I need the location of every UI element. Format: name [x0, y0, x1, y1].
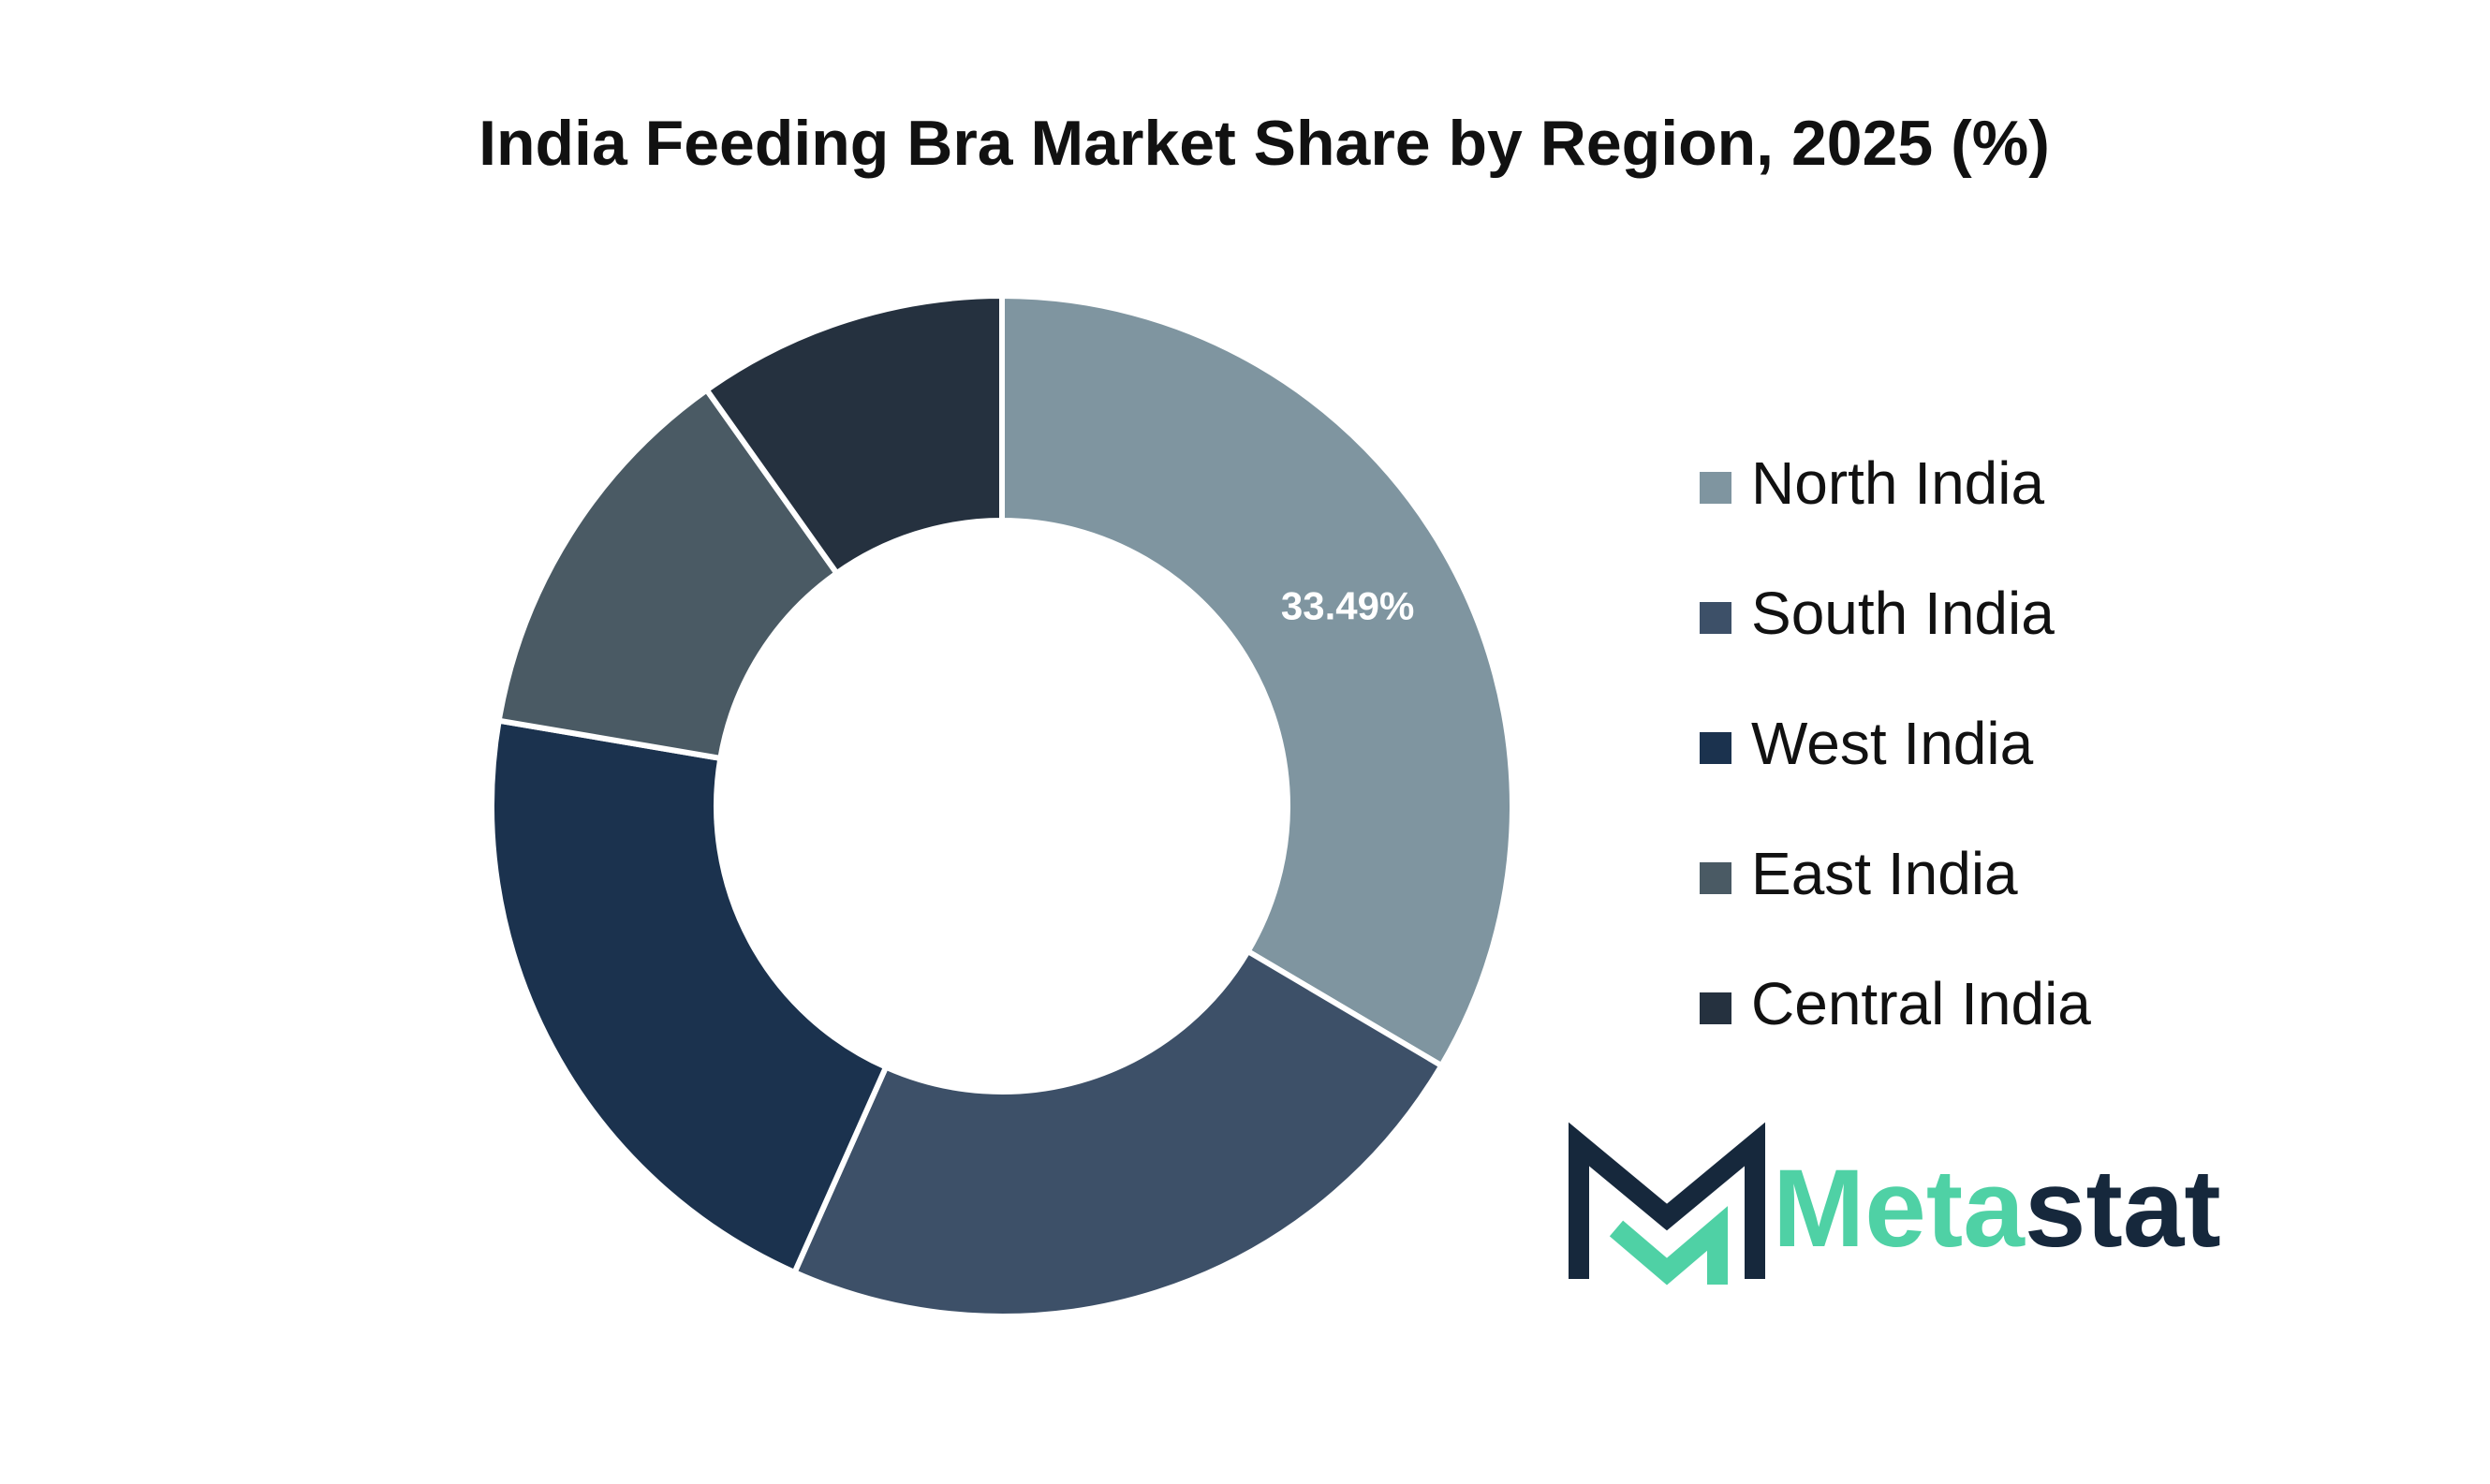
legend-swatch: [1700, 862, 1731, 894]
legend-label: North India: [1751, 449, 2044, 517]
logo-part: Meta: [1773, 1147, 2026, 1271]
legend-swatch: [1700, 732, 1731, 764]
legend-swatch: [1700, 472, 1731, 504]
legend-swatch: [1700, 992, 1731, 1024]
chart-title: India Feeding Bra Market Share by Region…: [479, 108, 2050, 179]
legend-label: West India: [1751, 710, 2034, 777]
logo-text: Metastat: [1773, 1147, 2221, 1271]
slice: [702, 292, 1005, 578]
logo-mark-accent: [1609, 1206, 1728, 1286]
logo-part: stat: [2025, 1147, 2221, 1271]
legend-label: South India: [1751, 580, 2055, 647]
logo: Metastat: [1569, 1122, 2221, 1286]
slice: [790, 947, 1446, 1319]
slice: [495, 386, 841, 762]
legend-label: Central India: [1751, 970, 2091, 1037]
slice: [489, 717, 891, 1276]
logo-mark: [1569, 1122, 1765, 1279]
legend-label: East India: [1751, 840, 2018, 907]
slice: [999, 292, 1515, 1070]
data-label: 33.49%: [1281, 583, 1414, 627]
legend-swatch: [1700, 602, 1731, 634]
